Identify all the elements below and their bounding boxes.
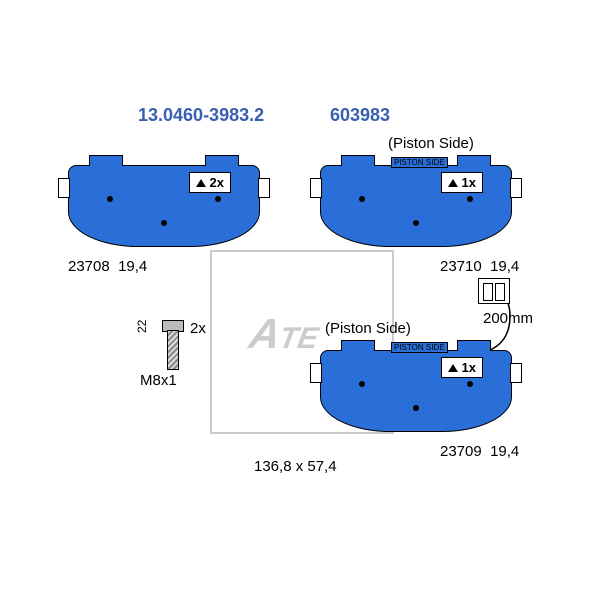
pad-tab (89, 155, 123, 166)
pad-hole (413, 220, 419, 226)
pad-ear (258, 178, 270, 198)
piston-side-label-top: (Piston Side) (388, 135, 474, 152)
part-ref-text: 23709 (440, 443, 482, 460)
bolt-length-label: 22 (135, 320, 149, 333)
brake-pad-top-left: 2x (68, 165, 260, 247)
title-short-number: 603983 (330, 105, 390, 126)
pad-ear (58, 178, 70, 198)
pad-ear (510, 178, 522, 198)
title-part-number: 13.0460-3983.2 (138, 105, 264, 126)
pad-hole (467, 381, 473, 387)
pad-hole (467, 196, 473, 202)
qty-box-bottom-right: 1x (441, 357, 483, 378)
ref-bottom-right: 23709 19,4 (440, 443, 519, 460)
thickness-text: 19,4 (118, 258, 147, 275)
arrow-up-icon (196, 179, 206, 187)
piston-marker: PISTON SIDE (391, 157, 448, 168)
bolt-thread-label: M8x1 (140, 372, 177, 389)
brake-pad-bottom-right: PISTON SIDE 1x (320, 350, 512, 432)
arrow-up-icon (448, 364, 458, 372)
thickness-text: 19,4 (490, 258, 519, 275)
pad-hole (107, 196, 113, 202)
bolt-qty-label: 2x (190, 320, 206, 337)
qty-box-top-right: 1x (441, 172, 483, 193)
pad-hole (215, 196, 221, 202)
pad-tab (457, 155, 491, 166)
pad-hole (359, 381, 365, 387)
bolt-drawing (160, 320, 184, 368)
thickness-text: 19,4 (490, 443, 519, 460)
watermark-logo: ATE (246, 310, 323, 358)
ref-top-right: 23710 19,4 (440, 258, 519, 275)
qty-text: 1x (462, 175, 476, 190)
pad-hole (413, 405, 419, 411)
part-ref-text: 23710 (440, 258, 482, 275)
pad-ear (310, 178, 322, 198)
pad-hole (161, 220, 167, 226)
pad-tab (205, 155, 239, 166)
qty-box-top-left: 2x (189, 172, 231, 193)
pad-tab (341, 340, 375, 351)
pad-dimensions: 136,8 x 57,4 (254, 458, 337, 475)
qty-text: 2x (210, 175, 224, 190)
arrow-up-icon (448, 179, 458, 187)
part-ref-text: 23708 (68, 258, 110, 275)
pad-hole (359, 196, 365, 202)
ref-top-left: 23708 19,4 (68, 258, 147, 275)
brake-pad-top-right: PISTON SIDE 1x (320, 165, 512, 247)
wire-connector (478, 278, 510, 304)
pad-ear (310, 363, 322, 383)
bolt-shaft (167, 330, 179, 370)
qty-text: 1x (462, 360, 476, 375)
piston-side-label-bottom: (Piston Side) (325, 320, 411, 337)
pad-ear (510, 363, 522, 383)
wire-length-label: 200mm (483, 310, 533, 327)
pad-tab (341, 155, 375, 166)
